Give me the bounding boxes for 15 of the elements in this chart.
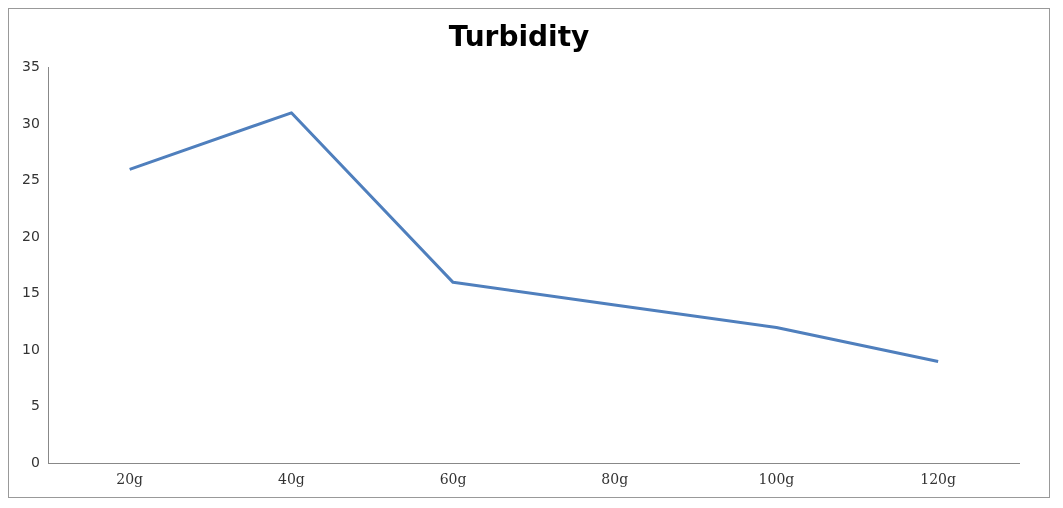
x-tick-label: 40g — [277, 471, 305, 488]
x-tick-label: 60g — [439, 471, 467, 488]
y-tick-label: 10 — [21, 340, 40, 357]
x-tick-label: 120g — [920, 471, 957, 488]
y-tick-label: 15 — [21, 284, 40, 301]
x-tick-label: 100g — [758, 471, 795, 488]
y-tick-label: 35 — [21, 58, 40, 75]
y-tick-label: 5 — [30, 397, 40, 414]
y-tick-label: 25 — [21, 171, 40, 188]
y-tick-label: 0 — [30, 453, 40, 470]
x-tick-label: 20g — [116, 471, 144, 488]
y-tick-label: 20 — [21, 227, 40, 244]
chart-title: Turbidity — [448, 20, 590, 54]
y-tick-label: 30 — [21, 114, 40, 131]
x-tick-label: 80g — [601, 471, 629, 488]
